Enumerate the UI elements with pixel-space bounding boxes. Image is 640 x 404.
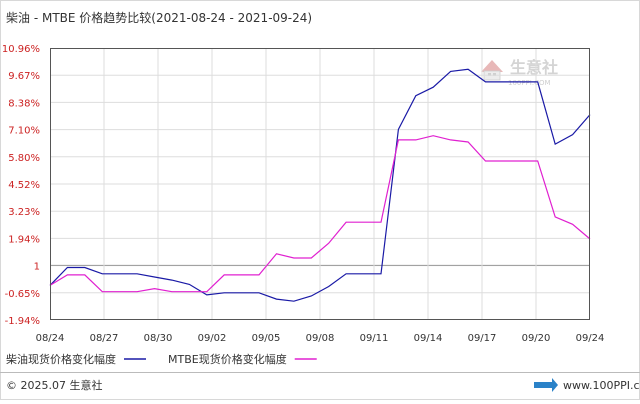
x-tick-label: 09/20 — [522, 333, 551, 344]
watermark-text: 生意社 — [510, 58, 558, 77]
x-tick-label: 09/11 — [360, 333, 389, 344]
x-tick-label: 09/14 — [414, 333, 443, 344]
x-tick-label: 09/17 — [468, 333, 497, 344]
y-tick-label: 8.38% — [8, 98, 40, 109]
arrow-icon — [534, 378, 558, 392]
plot-frame — [50, 48, 590, 320]
y-tick-label: 1 — [34, 262, 40, 273]
series-line-1 — [49, 68, 591, 302]
site-url: www.100PPI.com — [563, 379, 640, 392]
y-tick-label: 7.10% — [8, 126, 40, 137]
y-tick-label: 5.80% — [8, 153, 40, 164]
x-tick-label: 09/02 — [198, 333, 227, 344]
series-line-2 — [49, 135, 591, 293]
x-tick-label: 08/24 — [36, 333, 65, 344]
grid — [50, 48, 590, 320]
watermark-url: 100PPI.COM — [508, 79, 551, 87]
y-tick-label: 3.23% — [8, 207, 40, 218]
legend: 柴油现货价格变化幅度 MTBE现货价格变化幅度 — [6, 352, 317, 366]
legend-label-2: MTBE现货价格变化幅度 — [168, 352, 287, 366]
x-tick-label: 08/27 — [90, 333, 119, 344]
y-tick-label: 10.96% — [2, 44, 40, 55]
legend-label-1: 柴油现货价格变化幅度 — [6, 352, 116, 366]
y-tick-label: 1.94% — [8, 234, 40, 245]
copyright-text: © 2025.07 生意社 — [6, 378, 102, 392]
y-tick-label: 4.52% — [8, 180, 40, 191]
y-tick-label: -1.94% — [5, 316, 40, 327]
x-tick-label: 08/30 — [144, 333, 173, 344]
y-axis-ticks: 10.96% 9.67% 8.38% 7.10% 5.80% 4.52% 3.23% 1.94… — [2, 44, 40, 327]
y-tick-label: 9.67% — [8, 71, 40, 82]
x-axis-ticks: 08/24 08/27 08/30 09/02 09/05 09/08 09/11 09/14… — [36, 333, 605, 344]
series-lines — [49, 68, 591, 302]
chart-title: 柴油 - MTBE 价格趋势比较(2021-08-24 - 2021-09-24… — [6, 10, 312, 25]
y-tick-label: -0.65% — [5, 289, 40, 300]
x-tick-label: 09/08 — [306, 333, 335, 344]
x-tick-label: 09/24 — [576, 333, 605, 344]
x-tick-label: 09/05 — [252, 333, 281, 344]
